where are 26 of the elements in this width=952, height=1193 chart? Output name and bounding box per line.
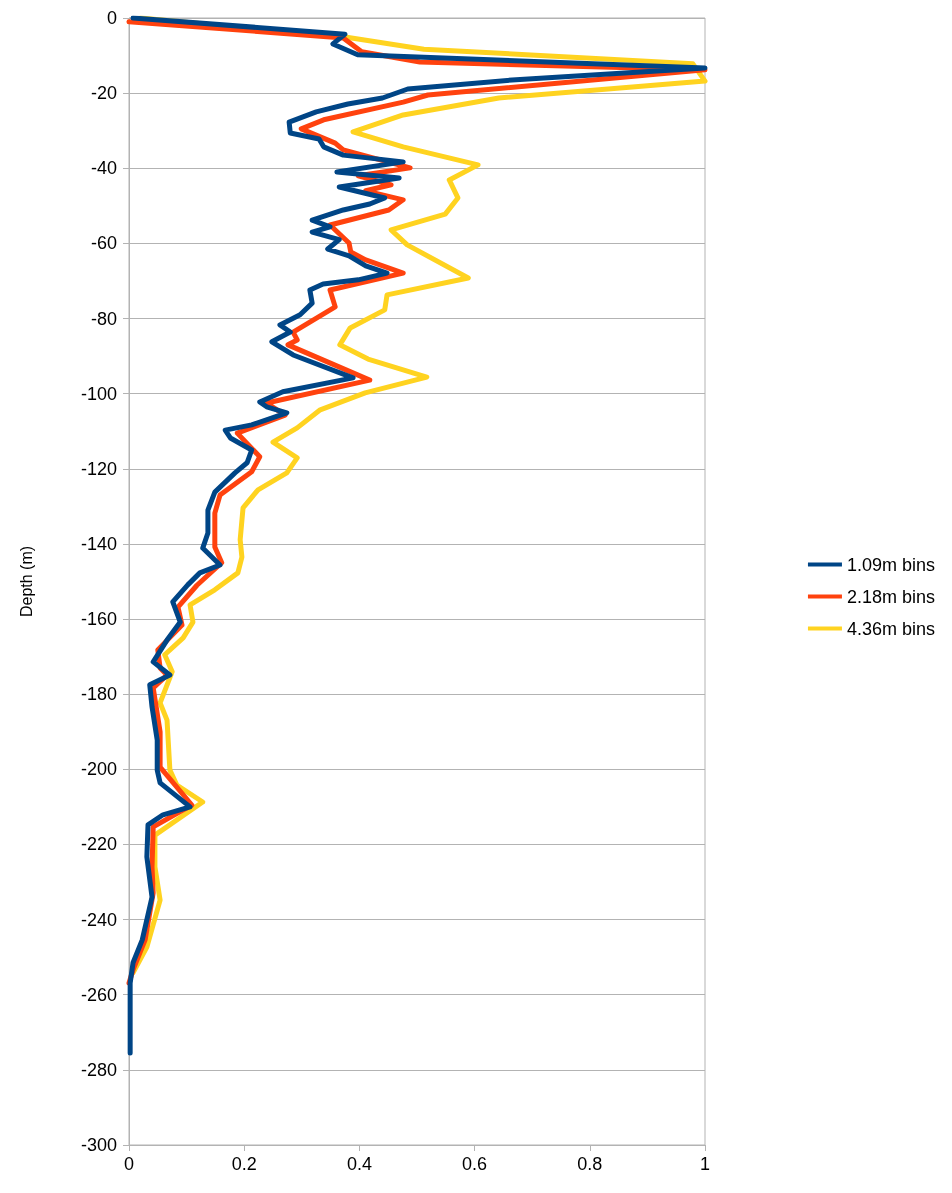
legend-label: 1.09m bins xyxy=(846,554,936,575)
y-tick-label: -20 xyxy=(90,83,117,104)
x-tick-label: 1 xyxy=(699,1154,711,1174)
x-tick-label: 0.4 xyxy=(346,1154,372,1174)
y-tick-label: -60 xyxy=(90,233,117,254)
y-tick-label: 0 xyxy=(106,8,117,28)
y-tick-label: -240 xyxy=(80,909,117,930)
y-tick-label: -260 xyxy=(80,984,117,1005)
y-tick-label: -220 xyxy=(80,834,117,855)
y-tick-label: -160 xyxy=(80,609,117,630)
y-tick-label: -40 xyxy=(90,158,117,179)
y-axis-title: Depth (m) xyxy=(17,545,35,618)
y-tick-label: -180 xyxy=(80,684,117,705)
legend-label: 4.36m bins xyxy=(846,618,936,639)
y-tick-label: -280 xyxy=(80,1059,117,1080)
y-tick-label: -100 xyxy=(80,383,117,404)
y-tick-label: -80 xyxy=(90,308,117,329)
y-tick-label: -300 xyxy=(80,1135,117,1155)
x-tick-label: 0.6 xyxy=(462,1154,488,1174)
x-tick-label: 0.2 xyxy=(231,1154,257,1174)
y-tick-label: -120 xyxy=(80,458,117,479)
x-tick-label: 0.8 xyxy=(577,1154,603,1174)
y-tick-label: -200 xyxy=(80,759,117,780)
x-tick-label: 0 xyxy=(123,1154,135,1174)
legend-label: 2.18m bins xyxy=(846,586,936,607)
y-tick-label: -140 xyxy=(80,533,117,554)
